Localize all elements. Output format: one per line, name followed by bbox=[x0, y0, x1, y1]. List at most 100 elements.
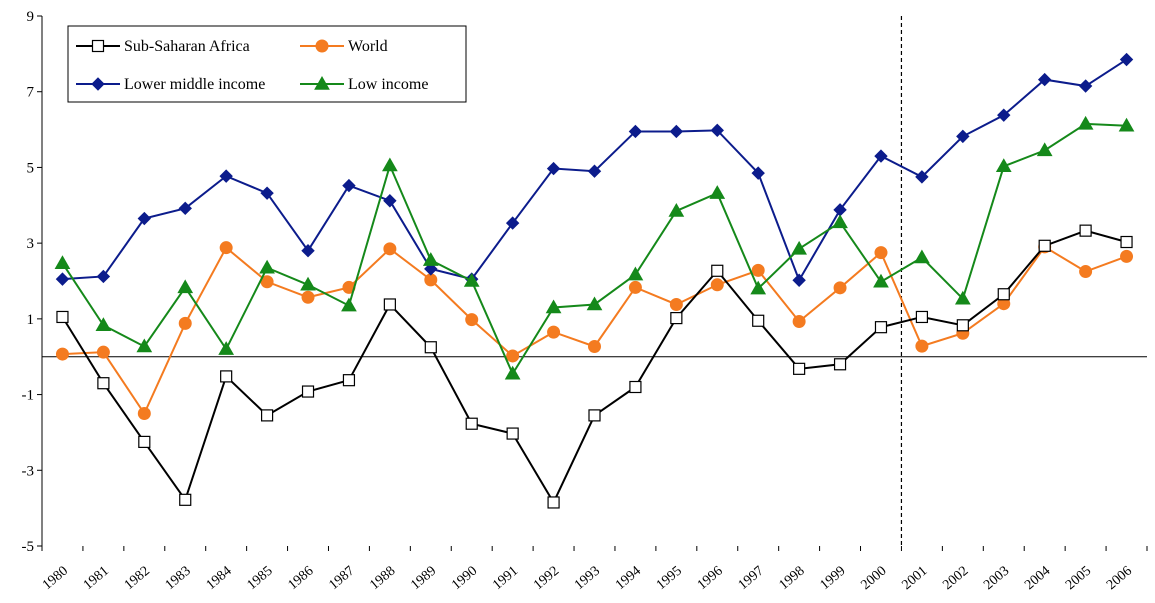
data-point-low-income bbox=[422, 252, 439, 266]
data-point-world bbox=[547, 325, 561, 339]
y-tick-label: -3 bbox=[22, 463, 35, 479]
x-tick-label: 1999 bbox=[818, 564, 849, 593]
data-point-low-income bbox=[586, 296, 603, 311]
data-point-lower-middle-income bbox=[219, 169, 233, 183]
data-point-lower-middle-income bbox=[1037, 72, 1052, 87]
x-tick-label: 1993 bbox=[572, 564, 603, 593]
data-point-world bbox=[710, 278, 724, 292]
legend-label: World bbox=[348, 38, 388, 55]
x-tick-label: 2006 bbox=[1104, 564, 1135, 593]
x-tick-label: 1988 bbox=[367, 564, 398, 593]
x-tick-label: 1998 bbox=[777, 564, 808, 593]
data-point-world bbox=[137, 407, 151, 420]
data-point-sub-saharan-africa bbox=[383, 298, 396, 311]
y-tick-label: -1 bbox=[22, 388, 35, 404]
data-point-lower-middle-income bbox=[383, 194, 397, 208]
data-point-lower-middle-income bbox=[915, 170, 929, 184]
series-low-income bbox=[54, 115, 1135, 380]
x-tick-label: 2000 bbox=[858, 564, 889, 593]
x-tick-label: 1995 bbox=[654, 564, 685, 593]
data-point-sub-saharan-africa bbox=[220, 370, 233, 383]
data-point-low-income bbox=[259, 259, 275, 274]
x-tick-label: 1987 bbox=[326, 564, 357, 593]
data-point-lower-middle-income bbox=[137, 211, 152, 226]
x-tick-label: 1984 bbox=[204, 564, 235, 593]
data-point-world bbox=[383, 242, 397, 256]
legend-marker bbox=[314, 75, 330, 90]
y-tick-label: 9 bbox=[27, 9, 35, 25]
series-world bbox=[55, 240, 1134, 420]
data-point-sub-saharan-africa bbox=[56, 310, 69, 324]
data-point-lower-middle-income bbox=[710, 123, 724, 138]
data-point-world bbox=[96, 345, 110, 359]
data-point-low-income bbox=[791, 240, 807, 255]
series-line-sub-saharan-africa bbox=[61, 229, 1127, 505]
data-point-lower-middle-income bbox=[178, 201, 192, 216]
data-point-sub-saharan-africa bbox=[752, 314, 765, 327]
x-tick-label: 1985 bbox=[245, 564, 276, 593]
x-tick-label: 2002 bbox=[940, 564, 971, 593]
data-point-world bbox=[1079, 265, 1093, 279]
x-tick-label: 1997 bbox=[736, 564, 767, 593]
data-point-world bbox=[465, 313, 479, 327]
data-point-sub-saharan-africa bbox=[997, 288, 1010, 301]
data-point-lower-middle-income bbox=[587, 164, 602, 178]
x-tick-label: 1992 bbox=[531, 564, 562, 593]
x-tick-label: 1994 bbox=[613, 564, 644, 593]
x-tick-label: 1991 bbox=[490, 564, 521, 593]
x-tick-label: 1996 bbox=[695, 564, 726, 593]
data-point-sub-saharan-africa bbox=[670, 312, 683, 325]
data-point-sub-saharan-africa bbox=[342, 374, 356, 387]
data-point-lower-middle-income bbox=[546, 161, 561, 176]
data-point-low-income bbox=[832, 214, 848, 229]
data-point-lower-middle-income bbox=[792, 273, 806, 287]
legend-item-low-income: Low income bbox=[300, 75, 428, 93]
data-point-sub-saharan-africa bbox=[506, 427, 519, 440]
legend-item-sub-saharan-africa: Sub-Saharan Africa bbox=[76, 38, 250, 55]
data-point-lower-middle-income bbox=[997, 108, 1011, 122]
legend-marker bbox=[315, 39, 329, 53]
data-point-world bbox=[55, 347, 69, 361]
data-point-world bbox=[628, 280, 642, 294]
data-point-world bbox=[506, 349, 520, 363]
data-point-low-income bbox=[218, 341, 235, 355]
legend: Sub-Saharan Africa World Lower middle inco… bbox=[67, 25, 467, 103]
legend-box bbox=[67, 25, 467, 103]
y-tick-label: -5 bbox=[22, 539, 35, 555]
data-point-sub-saharan-africa bbox=[260, 409, 274, 422]
legend-marker bbox=[91, 77, 105, 91]
legend-label: Lower middle income bbox=[124, 76, 265, 93]
data-point-low-income bbox=[1077, 115, 1094, 130]
data-point-world bbox=[915, 339, 929, 353]
data-point-lower-middle-income bbox=[1078, 79, 1093, 93]
y-tick-label: 7 bbox=[27, 85, 35, 101]
data-point-low-income bbox=[627, 266, 644, 281]
data-point-low-income bbox=[1118, 117, 1135, 132]
data-point-sub-saharan-africa bbox=[547, 496, 560, 509]
x-tick-label: 1986 bbox=[285, 564, 316, 593]
data-point-sub-saharan-africa bbox=[874, 321, 888, 334]
data-point-low-income bbox=[341, 297, 357, 312]
data-point-sub-saharan-africa bbox=[179, 493, 192, 506]
data-point-low-income bbox=[300, 276, 316, 291]
data-point-low-income bbox=[95, 317, 112, 332]
y-tick-label: 1 bbox=[27, 312, 35, 328]
legend-item-lower-middle-income: Lower middle income bbox=[76, 76, 265, 93]
x-tick-label: 1989 bbox=[408, 564, 439, 593]
data-point-low-income bbox=[668, 202, 685, 217]
data-point-low-income bbox=[382, 157, 398, 172]
data-point-sub-saharan-africa bbox=[97, 377, 110, 390]
legend-label: Sub-Saharan Africa bbox=[124, 38, 250, 55]
data-point-sub-saharan-africa bbox=[1079, 224, 1092, 237]
series-lower-middle-income bbox=[55, 52, 1134, 287]
data-point-sub-saharan-africa bbox=[629, 380, 642, 394]
data-point-sub-saharan-africa bbox=[1120, 235, 1133, 249]
x-tick-label: 2001 bbox=[899, 564, 930, 593]
data-point-low-income bbox=[504, 365, 521, 380]
legend-label: Low income bbox=[348, 76, 428, 93]
data-point-world bbox=[219, 241, 233, 255]
data-point-lower-middle-income bbox=[96, 269, 111, 284]
series-group bbox=[54, 52, 1135, 509]
series-sub-saharan-africa bbox=[56, 224, 1133, 509]
